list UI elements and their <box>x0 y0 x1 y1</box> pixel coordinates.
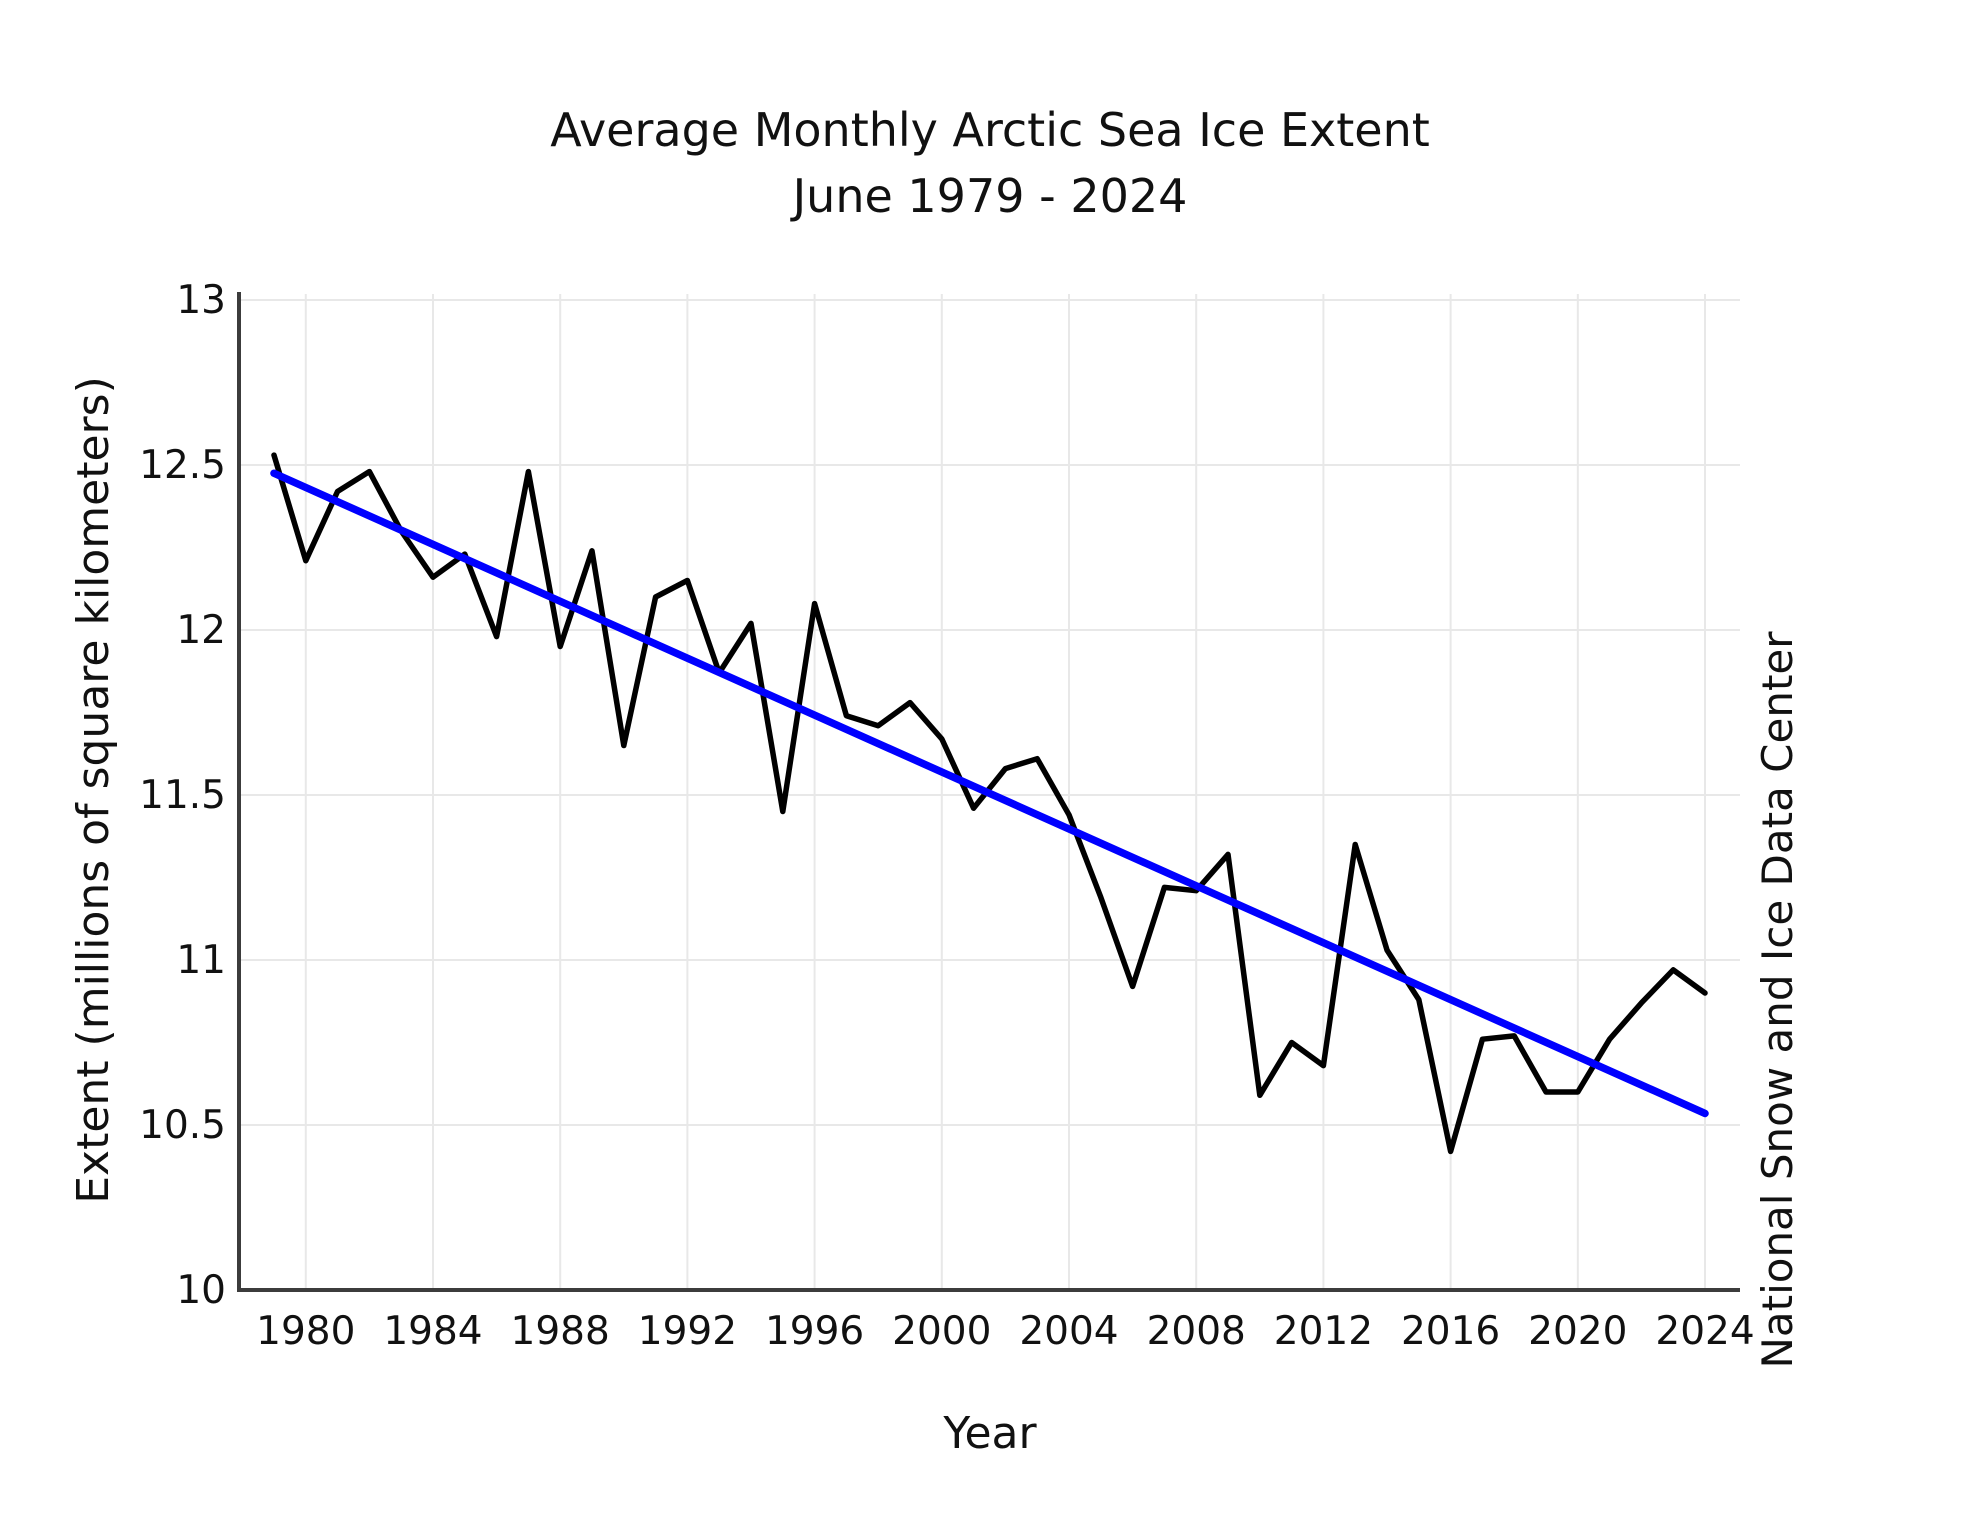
x-tick-label: 1984 <box>383 1309 482 1354</box>
x-tick-label: 2016 <box>1401 1309 1500 1354</box>
x-tick-label: 1992 <box>638 1309 737 1354</box>
y-tick-label: 11 <box>176 938 226 983</box>
y-tick-label: 12 <box>176 608 226 653</box>
y-axis-label: Extent (millions of square kilometers) <box>68 376 119 1204</box>
x-tick-label: 2020 <box>1528 1309 1627 1354</box>
data-series-layer <box>270 452 1709 1155</box>
axis-spines-layer <box>237 292 1740 1292</box>
y-tick-label: 10.5 <box>139 1103 226 1148</box>
x-tick-labels-layer: 1980 1984 1988 1992 1996 2000 2004 2008 2012 2016… <box>256 1309 1755 1354</box>
x-tick-label: 2008 <box>1147 1309 1246 1354</box>
x-axis-label: Year <box>942 1408 1037 1459</box>
chart-title: Average Monthly Arctic Sea Ice Extent <box>550 103 1430 157</box>
data-line <box>271 452 1708 1155</box>
y-tick-label: 13 <box>176 278 226 323</box>
x-tick-label: 1980 <box>256 1309 355 1354</box>
trend-line <box>270 469 1709 1118</box>
y-tick-label: 11.5 <box>139 773 226 818</box>
chart-subtitle: June 1979 - 2024 <box>790 169 1188 223</box>
x-tick-label: 2000 <box>892 1309 991 1354</box>
credit-text: National Snow and Ice Data Center <box>1753 631 1802 1369</box>
x-tick-label: 2012 <box>1274 1309 1373 1354</box>
x-tick-label: 1988 <box>511 1309 610 1354</box>
x-tick-label: 2024 <box>1655 1309 1754 1354</box>
y-tick-labels-layer: 13 12.5 12 11.5 11 10.5 10 <box>139 278 226 1313</box>
x-tick-label: 1996 <box>765 1309 864 1354</box>
gridlines-layer <box>239 294 1740 1291</box>
x-tick-label: 2004 <box>1019 1309 1118 1354</box>
y-tick-label: 10 <box>176 1268 226 1313</box>
y-tick-label: 12.5 <box>139 443 226 488</box>
